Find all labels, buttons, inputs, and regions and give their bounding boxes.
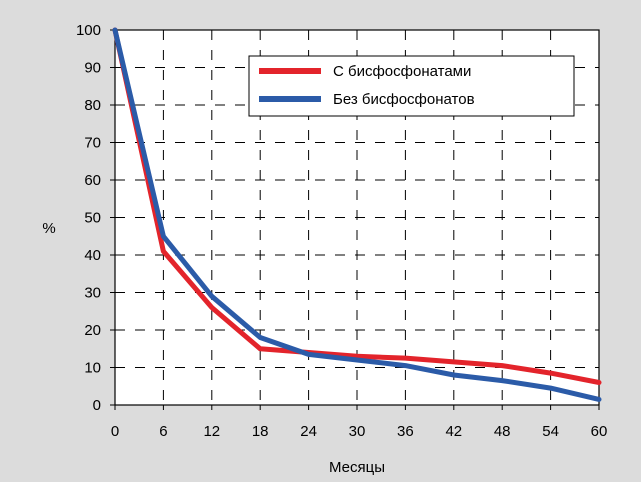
x-tick-label: 54 xyxy=(542,423,559,440)
x-axis-ticks: 0 6 12 18 24 30 36 42 48 54 60 xyxy=(111,405,608,440)
x-tick-label: 42 xyxy=(445,423,462,440)
series-lines xyxy=(112,27,602,402)
x-axis-label: Месяцы xyxy=(329,459,385,476)
y-axis-label: % xyxy=(42,220,55,237)
series-line-1 xyxy=(112,27,602,385)
y-tick-label: 0 xyxy=(93,397,101,414)
series-line-2 xyxy=(112,27,602,402)
y-tick-label: 80 xyxy=(84,97,101,114)
x-tick-label: 24 xyxy=(300,423,317,440)
y-tick-label: 40 xyxy=(84,247,101,264)
legend-label-1: С бисфосфонатами xyxy=(333,63,471,80)
y-tick-label: 20 xyxy=(84,322,101,339)
legend-label-2: Без бисфосфонатов xyxy=(333,91,475,108)
y-tick-label: 10 xyxy=(84,360,101,377)
x-tick-label: 12 xyxy=(203,423,220,440)
y-tick-label: 70 xyxy=(84,135,101,152)
x-tick-label: 30 xyxy=(349,423,366,440)
y-axis-ticks: 0 10 20 30 40 50 60 70 80 90 100 xyxy=(76,22,115,414)
x-tick-label: 0 xyxy=(111,423,119,440)
y-tick-label: 30 xyxy=(84,285,101,302)
y-tick-label: 100 xyxy=(76,22,101,39)
y-tick-label: 50 xyxy=(84,210,101,227)
x-tick-label: 60 xyxy=(591,423,608,440)
legend-box xyxy=(248,55,575,117)
x-tick-label: 18 xyxy=(252,423,269,440)
x-tick-label: 48 xyxy=(494,423,511,440)
x-tick-label: 36 xyxy=(397,423,414,440)
y-tick-label: 60 xyxy=(84,172,101,189)
legend: С бисфосфонатами Без бисфосфонатов xyxy=(248,55,575,117)
y-tick-label: 90 xyxy=(84,60,101,77)
x-tick-label: 6 xyxy=(159,423,167,440)
